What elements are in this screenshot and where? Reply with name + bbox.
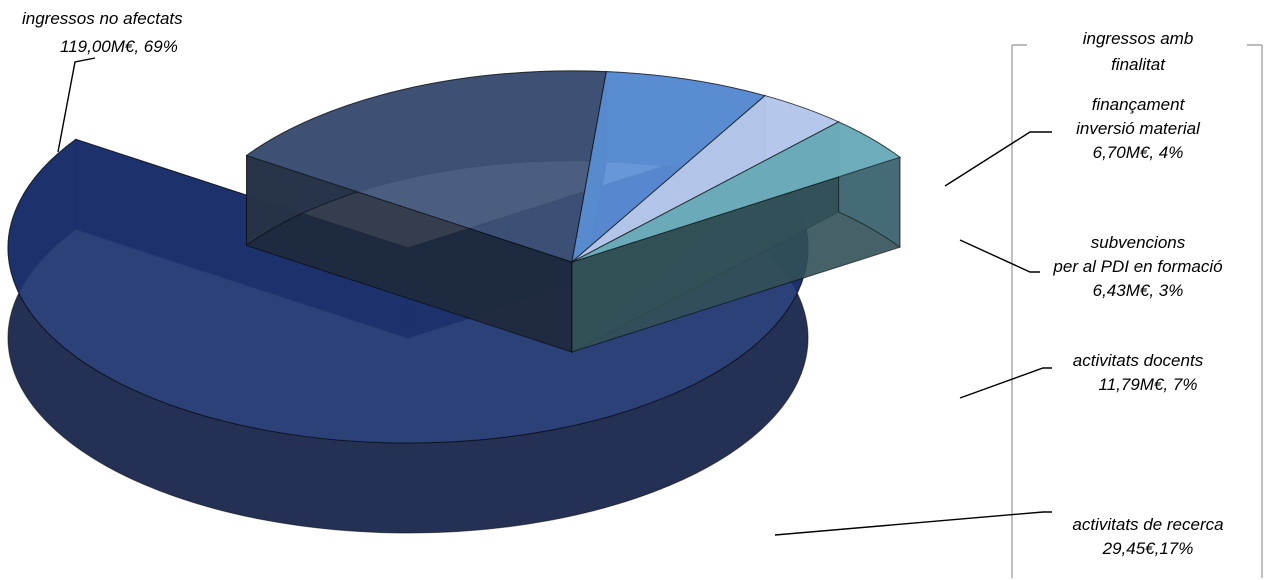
- slice-finan-ament-inversi-material: [571, 121, 901, 353]
- slice-finan-ament-inversi-material-top: [571, 121, 901, 263]
- slice-label-main-value: 119,00M€, 69%: [60, 37, 178, 56]
- slice-label-s1-line1: finançament: [1092, 95, 1186, 114]
- slice-label-s3-line1: activitats docents: [1073, 351, 1204, 370]
- slice-activitats-docents-top: [571, 71, 767, 264]
- leader-line-s3: [959, 367, 1052, 399]
- group-title-line1: ingressos amb: [1083, 29, 1194, 48]
- slice-label-s1-value: 6,70M€, 4%: [1093, 143, 1184, 162]
- slice-label-s1-line2: inversió material: [1076, 119, 1201, 138]
- slice-label-main-name: ingressos no afectats: [22, 9, 183, 28]
- slice-label-s2-line2: per al PDI en formació: [1052, 257, 1222, 276]
- group-bracket: [1011, 44, 1263, 578]
- slice-label-s2-line1: subvencions: [1091, 233, 1186, 252]
- leader-line-s4: [774, 511, 1052, 536]
- group-title-line2: finalitat: [1111, 55, 1166, 74]
- slice-label-s4-line1: activitats de recerca: [1072, 515, 1223, 534]
- slice-label-s2-value: 6,43M€, 3%: [1093, 281, 1184, 300]
- slice-activitats-de-recerca-top: [245, 70, 607, 263]
- leader-line-s1: [944, 131, 1052, 187]
- slice-label-s4-value: 29,45€,17%: [1102, 539, 1194, 558]
- leader-line-main: [57, 57, 96, 153]
- pie-slices: [7, 70, 901, 534]
- leader-line-s2: [959, 239, 1040, 273]
- slice-label-s3-value: 11,79M€, 7%: [1099, 375, 1198, 394]
